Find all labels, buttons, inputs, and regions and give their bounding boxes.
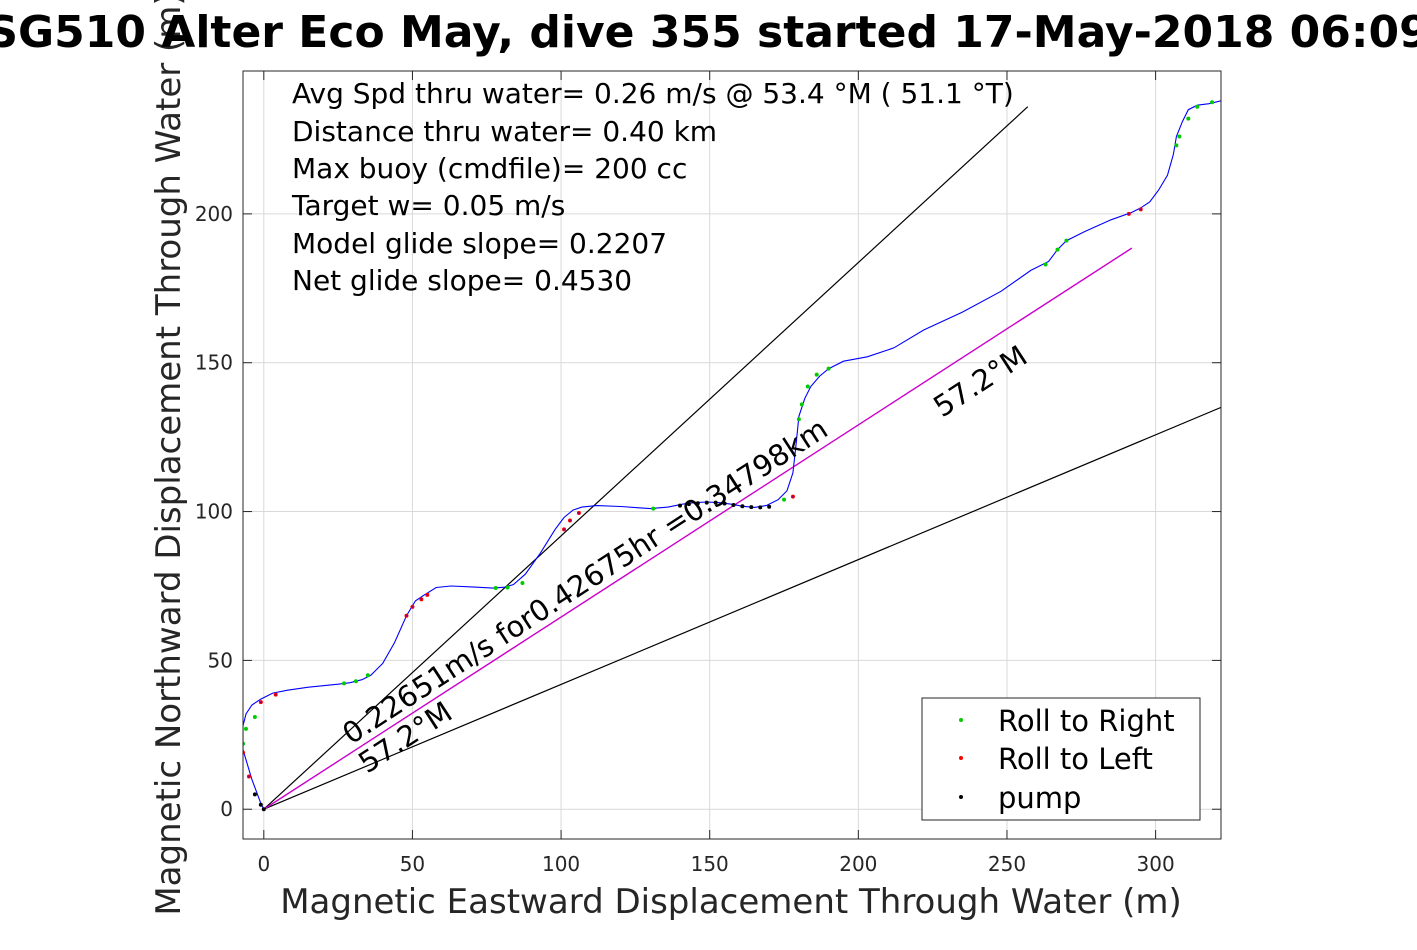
legend-label-roll-right: Roll to Right — [998, 704, 1175, 738]
roll-right-point — [1055, 247, 1060, 252]
pump-point — [749, 505, 754, 510]
y-axis-label: Magnetic Northward Displacement Through … — [149, 0, 189, 916]
pump-point — [713, 500, 718, 505]
heading-wedge-line — [263, 406, 1221, 810]
grid — [243, 71, 1221, 839]
roll-right-point — [805, 384, 810, 389]
pump-point — [677, 503, 682, 508]
roll-right-point — [493, 586, 498, 591]
pump-point — [758, 505, 763, 510]
y-tick-label: 50 — [208, 648, 233, 672]
info-text-block: Avg Spd thru water= 0.26 m/s @ 53.4 °M (… — [291, 77, 1014, 297]
legend-marker-roll-right — [959, 718, 963, 722]
y-tick-label: 0 — [220, 797, 233, 821]
roll-left-point-center — [247, 775, 250, 778]
legend-box — [921, 697, 1201, 821]
legend-marker-roll-left — [959, 756, 963, 760]
legend-label-roll-left: Roll to Left — [998, 742, 1153, 776]
info-target-w: Target w= 0.05 m/s — [291, 189, 565, 222]
y-tick-label: 100 — [195, 500, 233, 524]
x-tick-label: 250 — [988, 852, 1026, 876]
roll-right-point — [799, 402, 804, 407]
roll-right-point — [1174, 143, 1179, 148]
info-model-glide-slope: Model glide slope= 0.2207 — [292, 227, 667, 260]
roll-right-point — [1177, 134, 1182, 139]
pump-point — [695, 501, 700, 506]
roll-left-point-center — [568, 519, 571, 522]
roll-right-point — [782, 497, 787, 502]
info-net-glide-slope: Net glide slope= 0.4530 — [292, 264, 632, 297]
roll-left-point-center — [405, 614, 408, 617]
ticks: 0 50 100 150 200 250 300 0 50 100 150 200 — [195, 71, 1221, 876]
data-layer — [243, 100, 1221, 812]
legend-label-pump: pump — [998, 781, 1081, 815]
roll-right-point — [1210, 100, 1215, 105]
info-avg-speed: Avg Spd thru water= 0.26 m/s @ 53.4 °M (… — [292, 77, 1014, 110]
x-tick-label: 100 — [542, 852, 580, 876]
roll-left-point-center — [1139, 208, 1142, 211]
roll-left-point-center — [577, 512, 580, 515]
pump-point — [722, 501, 727, 506]
roll-left-point-center — [411, 605, 414, 608]
roll-left-point-center — [259, 701, 262, 704]
pump-point — [740, 504, 745, 509]
roll-right-point — [342, 681, 347, 686]
roll-right-point — [814, 372, 819, 377]
roll-right-point — [651, 506, 656, 511]
pump-point — [704, 500, 709, 505]
roll-right-point — [505, 585, 510, 590]
roll-right-point — [365, 673, 370, 678]
pump-point — [767, 504, 772, 509]
x-tick-label: 0 — [257, 852, 270, 876]
x-tick-label: 200 — [839, 852, 877, 876]
heading-wedge-line — [263, 106, 1029, 810]
pump-point — [261, 807, 266, 812]
y-tick-label: 200 — [195, 202, 233, 226]
chart-title: SG510 Alter Eco May, dive 355 started 17… — [0, 7, 1417, 58]
x-axis-label: Magnetic Eastward Displacement Through W… — [280, 882, 1182, 922]
roll-right-point — [353, 679, 358, 684]
roll-right-point — [243, 726, 248, 731]
legend-marker-pump — [959, 795, 963, 799]
info-max-buoy: Max buoy (cmdfile)= 200 cc — [292, 152, 687, 185]
info-distance: Distance thru water= 0.40 km — [292, 115, 717, 148]
roll-left-point-center — [274, 693, 277, 696]
roll-right-point — [1043, 262, 1048, 267]
roll-right-point — [520, 581, 525, 585]
pump-point — [258, 802, 263, 807]
roll-left-point-center — [420, 598, 423, 601]
axes-box — [242, 70, 1222, 840]
pump-point — [252, 792, 257, 797]
pump-point — [731, 503, 736, 508]
x-tick-label: 150 — [691, 852, 729, 876]
roll-left-point-center — [791, 495, 794, 498]
roll-right-point — [826, 366, 831, 371]
roll-left-point-center — [563, 528, 566, 531]
roll-right-point — [1064, 238, 1069, 243]
x-tick-label: 300 — [1137, 852, 1175, 876]
roll-right-point — [796, 417, 801, 422]
pump-point — [686, 502, 691, 507]
roll-right-point — [252, 714, 257, 719]
net-displacement-line — [263, 247, 1133, 810]
legend: Roll to Right Roll to Left pump — [921, 697, 1201, 821]
x-tick-label: 50 — [400, 852, 425, 876]
y-tick-label: 150 — [195, 351, 233, 375]
roll-left-point-center — [426, 593, 429, 596]
roll-right-point — [1195, 104, 1200, 109]
roll-left-point-center — [1127, 212, 1130, 215]
roll-right-point — [1186, 116, 1191, 121]
